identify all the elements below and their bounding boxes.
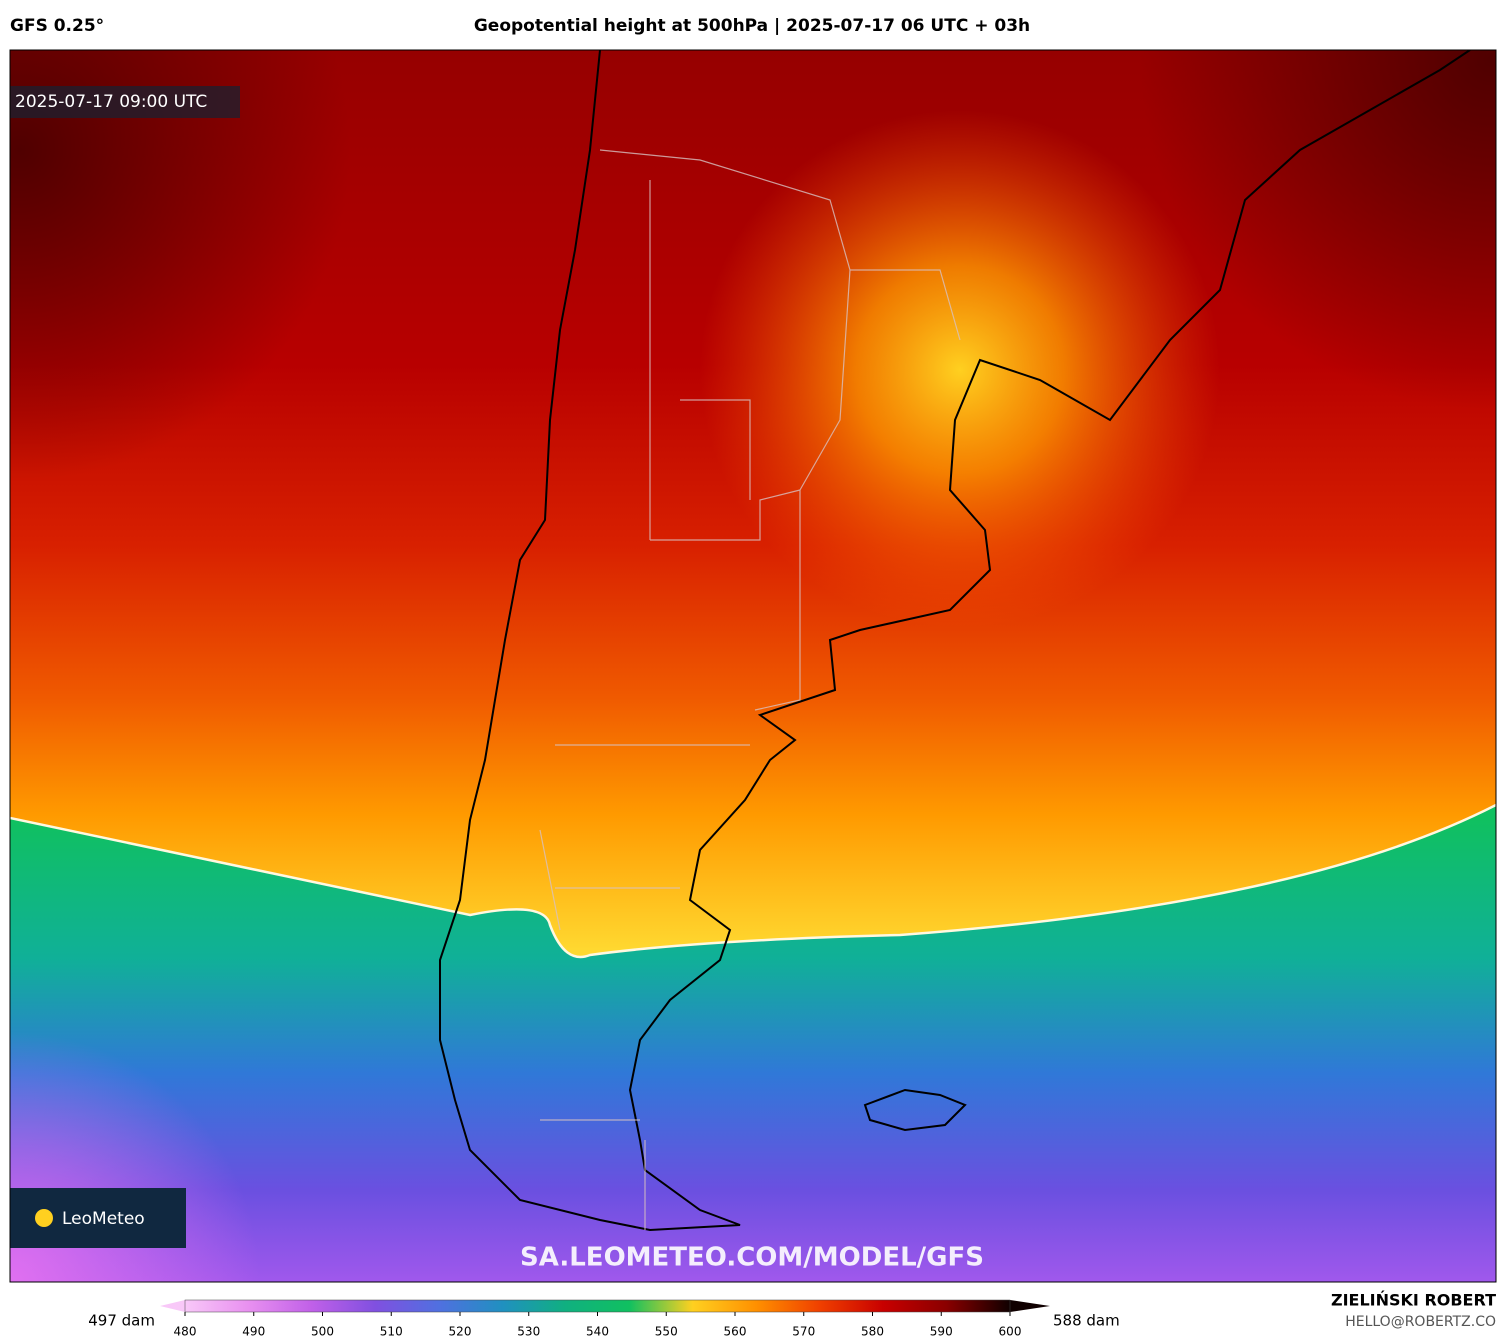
colorbar-tick-label: 570 bbox=[792, 1325, 815, 1339]
watermark: SA.LEOMETEO.COM/MODEL/GFS bbox=[520, 1243, 984, 1273]
islands bbox=[863, 1088, 967, 1132]
timestamp: 2025-07-17 09:00 UTC bbox=[15, 92, 207, 112]
colorbar-tick-label: 560 bbox=[724, 1325, 747, 1339]
timestamp-box bbox=[10, 86, 240, 118]
contact: HELLO@ROBERTZ.CO bbox=[1345, 1314, 1496, 1330]
map-title: Geopotential height at 500hPa | 2025-07-… bbox=[474, 16, 1030, 36]
colorbar-extend-low bbox=[160, 1300, 185, 1312]
colorbar-tick-label: 510 bbox=[380, 1325, 403, 1339]
colorbar-tick-label: 580 bbox=[861, 1325, 884, 1339]
author: ZIELIŃSKI ROBERT bbox=[1331, 1291, 1496, 1310]
colorbar-tick-label: 600 bbox=[999, 1325, 1022, 1339]
colorbar-tick-label: 550 bbox=[655, 1325, 678, 1339]
map-frame bbox=[9, 49, 1497, 1283]
colorbar-tick-label: 480 bbox=[174, 1325, 197, 1339]
borders bbox=[539, 149, 961, 1230]
colorbar: 497 dam 588 dam 480 490 500 510 520 530 540 550… bbox=[88, 1299, 1120, 1339]
colorbar-tick-label: 590 bbox=[930, 1325, 953, 1339]
colorbar-tick-label: 530 bbox=[517, 1325, 540, 1339]
colorbar-tick-label: 500 bbox=[311, 1325, 334, 1339]
colorbar-max-label: 588 dam bbox=[1053, 1312, 1120, 1330]
colorbar-tick-label: 520 bbox=[449, 1325, 472, 1339]
logo: LeoMeteo bbox=[62, 1209, 145, 1229]
logo-sun bbox=[35, 1209, 53, 1227]
colorbar-min-label: 497 dam bbox=[88, 1312, 155, 1330]
contour-line bbox=[10, 803, 1496, 959]
colorbar-tick-label: 540 bbox=[586, 1325, 609, 1339]
colorbar-scale bbox=[184, 1299, 1011, 1313]
colorbar-extend-high bbox=[1010, 1300, 1050, 1312]
coastline bbox=[439, 50, 1471, 1232]
colorbar-tick-label: 490 bbox=[242, 1325, 265, 1339]
map: 2025-07-17 09:00 UTC LeoMeteo SA.LEOMETE… bbox=[10, 50, 1496, 1282]
model-name: GFS 0.25° bbox=[10, 16, 104, 36]
